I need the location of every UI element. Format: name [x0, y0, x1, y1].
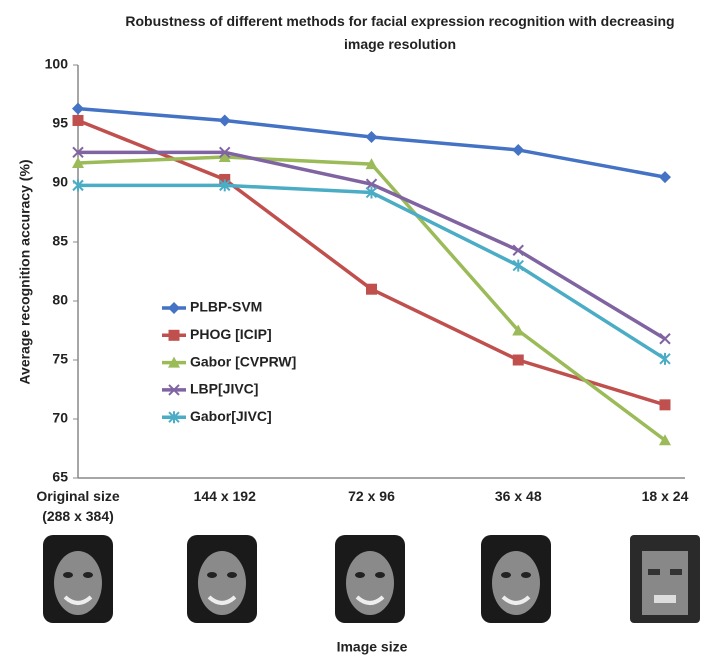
- legend-label: LBP[JIVC]: [190, 381, 258, 397]
- marker: [72, 156, 84, 168]
- series-line: [77, 155, 667, 442]
- y-tick-label: 65: [52, 469, 68, 485]
- x-tick-label: 144 x 192: [193, 488, 256, 504]
- marker: [365, 178, 378, 190]
- marker: [365, 158, 378, 170]
- y-tick-label: 85: [52, 233, 68, 249]
- marker: [218, 114, 231, 127]
- marker: [659, 171, 671, 184]
- x-tick-label: 18 x 24: [641, 488, 689, 504]
- marker: [366, 283, 377, 295]
- marker: [168, 302, 180, 314]
- marker: [512, 324, 525, 336]
- series-line: [78, 150, 666, 341]
- legend-label: Gabor[JIVC]: [190, 408, 272, 424]
- marker: [512, 354, 524, 366]
- marker: [512, 244, 524, 256]
- series-line: [78, 183, 666, 361]
- marker: [365, 130, 378, 143]
- marker: [365, 186, 378, 199]
- marker: [218, 151, 231, 163]
- y-tick-label: 95: [52, 115, 68, 131]
- x-axis-label: Image size: [337, 639, 408, 655]
- x-tick-label: Original size (288 x 384): [36, 488, 120, 524]
- marker: [168, 411, 180, 424]
- x-tick-label: 72 x 96: [348, 488, 395, 504]
- marker: [72, 179, 84, 192]
- marker: [659, 352, 671, 365]
- marker: [512, 259, 524, 272]
- y-tick-label: 80: [52, 292, 68, 308]
- marker: [168, 356, 180, 368]
- marker: [219, 179, 231, 192]
- marker: [512, 143, 525, 156]
- marker: [72, 114, 84, 126]
- legend-label: PLBP-SVM: [190, 299, 262, 315]
- marker: [219, 146, 231, 159]
- marker: [72, 102, 84, 115]
- marker: [659, 434, 671, 446]
- marker: [168, 329, 180, 341]
- y-axis-label: Average recognition accuracy (%): [17, 159, 33, 384]
- y-tick-label: 70: [52, 410, 68, 426]
- y-tick-label: 90: [52, 174, 68, 190]
- legend-label: Gabor [CVPRW]: [190, 353, 296, 369]
- x-tick-label: 36 x 48: [494, 488, 542, 504]
- face-images: [43, 535, 700, 623]
- y-tick-label: 100: [45, 56, 69, 72]
- marker: [659, 399, 671, 411]
- chart-title: Robustness of different methods for faci…: [125, 13, 674, 52]
- marker: [168, 384, 180, 396]
- legend-label: PHOG [ICIP]: [190, 326, 272, 342]
- marker: [72, 146, 84, 159]
- marker: [659, 333, 671, 345]
- y-tick-label: 75: [52, 351, 68, 367]
